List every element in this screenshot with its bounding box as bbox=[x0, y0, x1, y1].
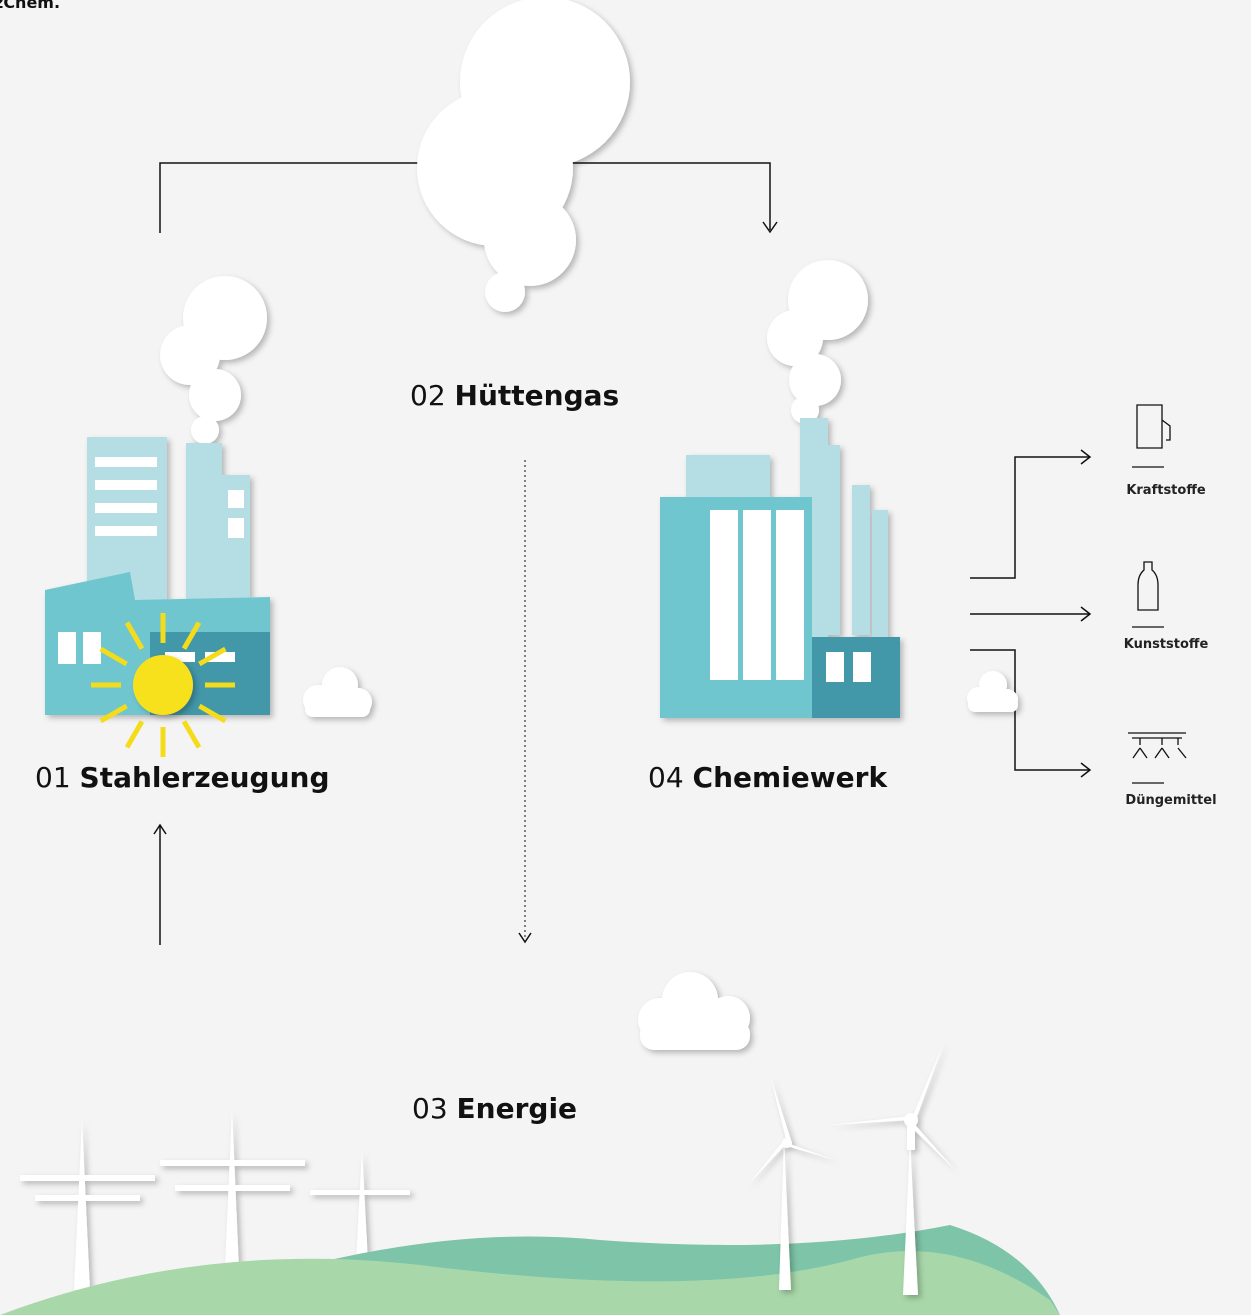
steel-factory bbox=[45, 276, 270, 715]
energy-flow-line bbox=[518, 460, 532, 944]
sun-ray bbox=[99, 646, 128, 667]
product-label: Düngemittel bbox=[1125, 793, 1216, 808]
product-label: Kraftstoffe bbox=[1126, 483, 1206, 498]
energy-to-steel-arrow bbox=[153, 823, 167, 945]
small-clouds bbox=[303, 667, 1018, 1050]
step-label: 02 Hüttengas bbox=[410, 379, 619, 412]
sun-ray bbox=[99, 703, 128, 724]
step-label: 04 Chemiewerk bbox=[648, 761, 888, 794]
sun bbox=[91, 613, 235, 757]
hills bbox=[0, 1225, 1060, 1315]
header-title: zChem. bbox=[0, 0, 60, 12]
power-pylons bbox=[20, 1110, 410, 1290]
gas-cloud bbox=[417, 0, 630, 312]
step-label: 03 Energie bbox=[412, 1092, 577, 1125]
wind-turbines bbox=[748, 1040, 955, 1295]
step-label: 01 Stahlerzeugung bbox=[35, 761, 330, 794]
sun-ray bbox=[181, 621, 202, 650]
sun-ray bbox=[124, 720, 145, 749]
product-icons bbox=[1128, 404, 1187, 784]
sun-ray bbox=[198, 703, 227, 724]
sun-ray bbox=[181, 720, 202, 749]
sun-ray bbox=[198, 646, 227, 667]
product-label: Kunststoffe bbox=[1124, 637, 1209, 652]
sun-ray bbox=[124, 621, 145, 650]
chemical-plant bbox=[660, 260, 900, 718]
